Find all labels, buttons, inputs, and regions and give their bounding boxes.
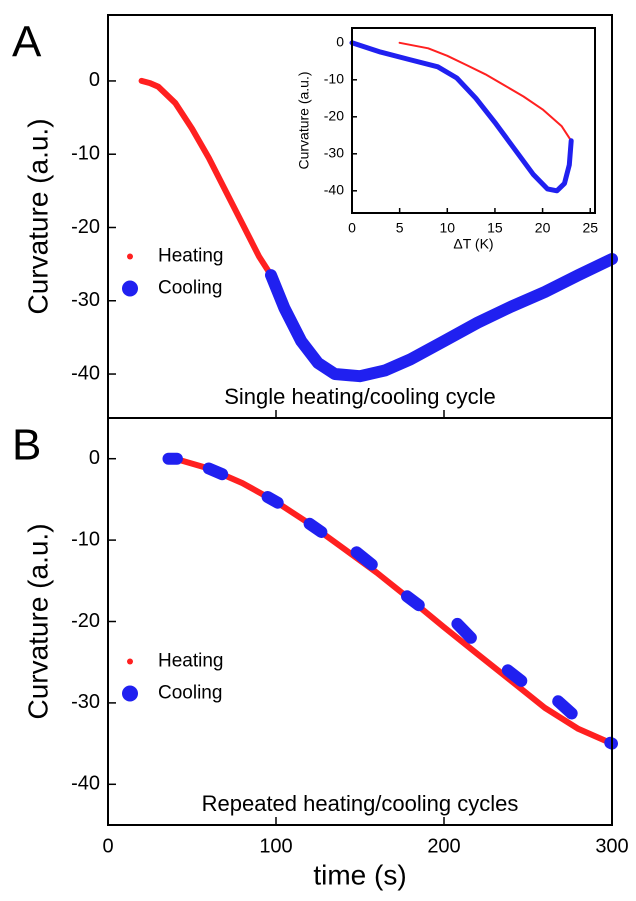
y-tick-label: 0 — [336, 34, 344, 50]
panel-label: B — [12, 421, 41, 470]
legend-label: Cooling — [158, 683, 222, 704]
y-tick-label: -40 — [71, 362, 100, 384]
data-line — [138, 77, 274, 279]
legend-marker — [127, 253, 133, 260]
x-tick-label: 100 — [259, 835, 292, 857]
plot-frame — [351, 27, 596, 214]
y-tick-label: 0 — [89, 69, 100, 91]
x-tick-label: 25 — [582, 220, 598, 236]
y-tick-label: -10 — [71, 528, 100, 550]
y-axis-title: Curvature (a.u.) — [296, 71, 312, 169]
y-tick-label: -30 — [71, 691, 100, 713]
annotation: Single heating/cooling cycle — [224, 384, 496, 409]
x-axis-title: ΔT (K) — [453, 236, 493, 252]
legend-label: Heating — [158, 651, 224, 672]
y-tick-label: -20 — [71, 216, 100, 238]
y-tick-label: -40 — [324, 182, 344, 198]
data-line — [265, 253, 618, 383]
x-tick-label: 300 — [595, 835, 628, 857]
x-tick-label: 5 — [396, 220, 404, 236]
legend-marker — [127, 658, 133, 665]
x-tick-label: 200 — [427, 835, 460, 857]
panel-label: A — [12, 18, 42, 67]
legend-marker — [122, 280, 138, 297]
x-axis-title: time (s) — [313, 859, 406, 890]
x-tick-label: 20 — [535, 220, 551, 236]
plot-area — [108, 418, 612, 825]
y-tick-label: -40 — [71, 773, 100, 795]
y-tick-label: -20 — [324, 108, 344, 124]
annotation: Repeated heating/cooling cycles — [202, 791, 519, 816]
legend-marker — [122, 685, 138, 702]
legend-label: Cooling — [158, 278, 222, 299]
y-tick-label: -20 — [71, 610, 100, 632]
data-line — [349, 40, 574, 194]
y-tick-label: -30 — [71, 289, 100, 311]
x-tick-label: 0 — [348, 220, 356, 236]
y-axis-title: Curvature (a.u.) — [22, 523, 53, 719]
x-tick-label: 0 — [102, 835, 113, 857]
data-line — [398, 41, 573, 142]
plot-frame — [107, 417, 613, 826]
y-tick-label: -10 — [71, 142, 100, 164]
legend-label: Heating — [158, 246, 224, 267]
data-line — [162, 452, 618, 750]
x-tick-label: 10 — [440, 220, 456, 236]
x-tick-label: 15 — [487, 220, 503, 236]
y-tick-label: -30 — [324, 145, 344, 161]
y-axis-title: Curvature (a.u.) — [22, 118, 53, 314]
y-tick-label: -10 — [324, 71, 344, 87]
y-tick-label: 0 — [89, 447, 100, 469]
